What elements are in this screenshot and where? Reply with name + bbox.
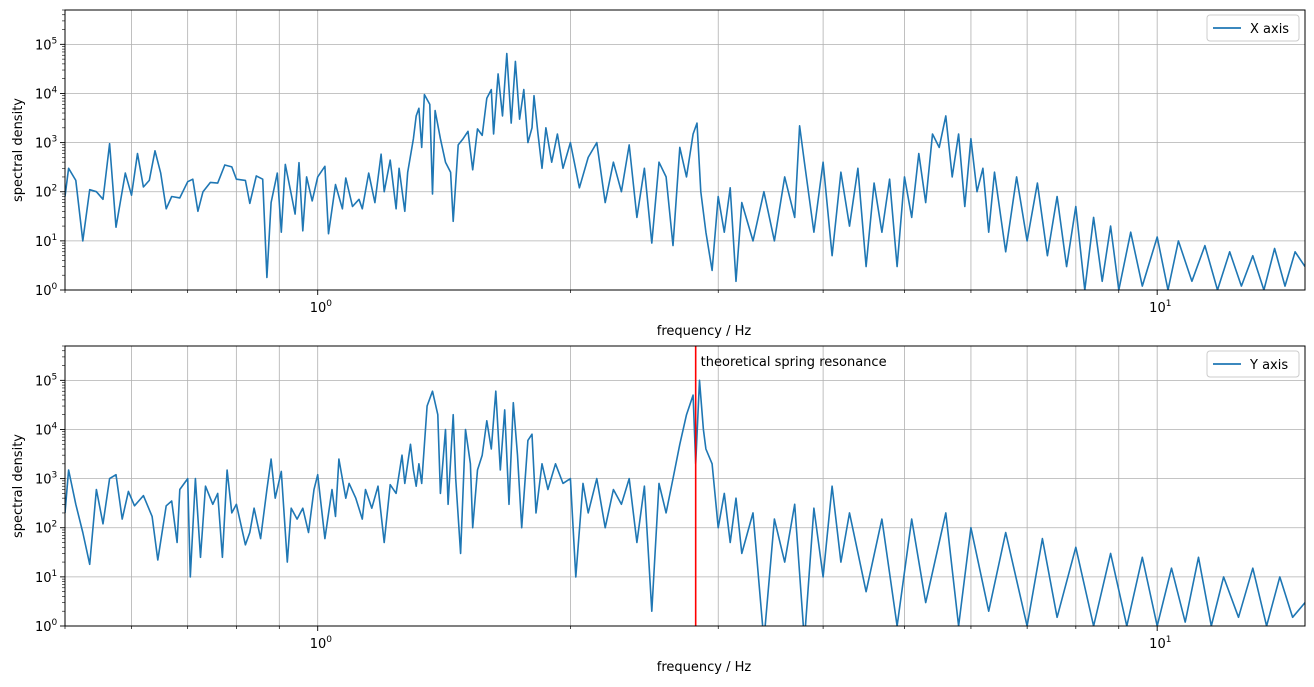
y-tick-label: 102 xyxy=(35,184,57,201)
y-tick-exponent: 2 xyxy=(52,520,58,530)
axes-frame xyxy=(64,345,1306,627)
y-tick-base: 10 xyxy=(35,235,52,250)
y-tick-exponent: 3 xyxy=(52,135,58,145)
y-tick-base: 10 xyxy=(35,473,52,488)
y-tick-base: 10 xyxy=(35,186,52,201)
y-tick-base: 10 xyxy=(35,38,52,53)
x-tick-label: 101 xyxy=(1149,635,1171,652)
x-tick-label: 100 xyxy=(310,299,333,316)
y-tick-label: 104 xyxy=(35,421,58,438)
y-tick-exponent: 5 xyxy=(52,372,58,382)
x-axis-label: frequency / Hz xyxy=(657,660,752,675)
y-tick-base: 10 xyxy=(35,571,52,586)
legend: Y axis xyxy=(1206,350,1300,378)
legend-box xyxy=(1206,350,1300,378)
y-tick-base: 10 xyxy=(35,522,52,537)
x-tick-base: 10 xyxy=(1149,301,1166,316)
series-line xyxy=(65,379,1305,626)
y-tick-label: 104 xyxy=(35,85,58,102)
y-tick-base: 10 xyxy=(35,137,52,152)
x-tick-label: 101 xyxy=(1149,299,1171,316)
y-tick-exponent: 1 xyxy=(52,233,58,243)
legend-label: Y axis xyxy=(1249,358,1288,373)
y-tick-label: 103 xyxy=(35,135,57,152)
y-tick-exponent: 0 xyxy=(52,618,58,628)
y-tick-exponent: 4 xyxy=(52,421,58,431)
y-tick-base: 10 xyxy=(35,284,52,299)
x-axis-label: frequency / Hz xyxy=(657,324,752,339)
y-tick-exponent: 2 xyxy=(52,184,58,194)
x-tick-base: 10 xyxy=(1149,637,1166,652)
y-tick-label: 105 xyxy=(35,36,57,53)
y-tick-label: 103 xyxy=(35,471,57,488)
y-tick-label: 102 xyxy=(35,520,57,537)
y-tick-exponent: 1 xyxy=(52,569,58,579)
x-tick-exponent: 0 xyxy=(326,299,332,309)
y-tick-base: 10 xyxy=(35,620,52,635)
y-tick-label: 101 xyxy=(35,233,57,250)
x-tick-exponent: 1 xyxy=(1166,299,1172,309)
y-axis-label: spectral density xyxy=(11,434,26,538)
y-tick-label: 100 xyxy=(35,282,58,299)
resonance-annotation: theoretical spring resonance xyxy=(701,355,887,370)
y-tick-label: 100 xyxy=(35,618,58,635)
legend-label: X axis xyxy=(1250,22,1289,37)
y-axis-label: spectral density xyxy=(11,98,26,202)
y-tick-exponent: 4 xyxy=(52,85,58,95)
x-tick-exponent: 1 xyxy=(1166,635,1172,645)
y-tick-exponent: 3 xyxy=(52,471,58,481)
legend: X axis xyxy=(1206,14,1300,42)
x-tick-exponent: 0 xyxy=(326,635,332,645)
y-tick-exponent: 5 xyxy=(52,36,58,46)
y-tick-base: 10 xyxy=(35,423,52,438)
y-tick-base: 10 xyxy=(35,374,52,389)
series-line xyxy=(65,52,1305,290)
y-tick-label: 105 xyxy=(35,372,57,389)
y-tick-exponent: 0 xyxy=(52,282,58,292)
x-tick-base: 10 xyxy=(310,637,327,652)
y-tick-base: 10 xyxy=(35,87,52,102)
x-tick-base: 10 xyxy=(310,301,327,316)
x-tick-label: 100 xyxy=(310,635,333,652)
y-tick-label: 101 xyxy=(35,569,57,586)
axes-frame xyxy=(64,9,1306,291)
legend-box xyxy=(1206,14,1300,42)
